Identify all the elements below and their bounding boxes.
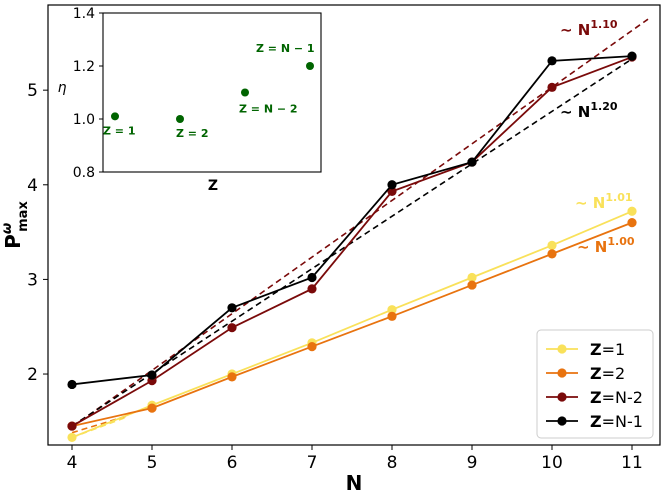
legend-swatch-marker (557, 368, 567, 378)
legend-label-suffix: =1 (602, 340, 626, 359)
data-point (227, 323, 237, 333)
series-line (71, 56, 633, 427)
legend-label-prefix: Z (590, 340, 602, 359)
legend-label: Z=1 (590, 340, 625, 359)
inset-plot: 0.8 1.0 1.2 1.4 Z = 1 Z = 2 Z = N − 2 Z = N − 1 (73, 6, 322, 181)
series-line (71, 221, 633, 427)
data-point (147, 370, 157, 380)
data-point (387, 305, 397, 315)
inset-point-label: Z = N − 2 (239, 103, 298, 116)
legend-label: Z=2 (590, 364, 625, 383)
data-point (227, 372, 237, 382)
data-point (387, 180, 397, 190)
legend-label: Z=N-1 (590, 412, 643, 431)
inset-y-tick-label: 1.0 (73, 112, 95, 128)
inset-point-label: Z = 2 (176, 127, 209, 140)
y-tick-label: 3 (27, 270, 38, 290)
inset-y-axis-label: η (58, 80, 67, 96)
legend-label: Z=N-2 (590, 388, 643, 407)
inset-point-label: Z = 1 (103, 124, 136, 137)
data-point (627, 218, 637, 228)
data-point (387, 186, 397, 197)
fit-annotation-exponent: 1.00 (607, 235, 634, 248)
data-point (467, 157, 477, 167)
inset-data-point (176, 115, 184, 123)
x-tick-label: 8 (387, 453, 398, 473)
main-plot-frame (47, 4, 661, 446)
inset-data-point (111, 112, 119, 121)
legend-swatch-marker (557, 344, 567, 354)
inset-y-tick-label: 1.2 (73, 59, 95, 75)
legend-swatch-marker (557, 392, 567, 402)
data-point (387, 311, 397, 321)
legend-label-prefix: Z (590, 412, 602, 431)
x-tick-label: 6 (227, 453, 238, 473)
data-point (67, 421, 77, 431)
y-axis-label: Pωmax (0, 201, 31, 249)
inset-data-point (306, 62, 314, 70)
fit-annotation-exponent: 1.20 (590, 100, 617, 113)
fit-annotation-prefix: ∼ N (577, 238, 607, 256)
data-point (307, 272, 317, 283)
inset-data-point (241, 88, 249, 97)
svg-text:Pωmax: Pωmax (0, 201, 31, 249)
fit-annotation-exponent: 1.10 (590, 18, 617, 31)
legend-swatch-marker (557, 416, 567, 426)
fit-annotation-prefix: ∼ N (560, 21, 590, 39)
data-point (547, 249, 557, 259)
data-point (227, 303, 237, 313)
data-point (467, 272, 477, 283)
legend-label-prefix: Z (590, 388, 602, 407)
legend: Z=1Z=2Z=N-2Z=N-1 (536, 329, 654, 439)
series-line (71, 55, 633, 386)
y-tick-label: 2 (27, 365, 38, 385)
inset-x-axis-label: Z (208, 178, 218, 194)
fit-annotation: ∼ N1.10 (560, 18, 618, 39)
legend-label-suffix: =2 (602, 364, 626, 383)
y-axis-label-base: P (1, 234, 25, 249)
inset-y-tick-label: 1.4 (73, 6, 95, 22)
data-point (67, 432, 77, 443)
data-point (467, 280, 477, 290)
inset-point-label: Z = N − 1 (256, 42, 315, 55)
legend-label-prefix: Z (590, 364, 602, 383)
y-tick-label: 5 (27, 81, 38, 101)
data-point (547, 56, 557, 66)
data-point (307, 341, 317, 352)
x-axis-label: N (346, 471, 363, 495)
x-tick-label: 11 (621, 453, 643, 473)
data-point (627, 206, 637, 216)
series-line (71, 210, 633, 439)
legend-label-suffix: =N-2 (602, 388, 643, 407)
fit-annotation-prefix: ∼ N (575, 194, 605, 212)
data-point (547, 240, 557, 250)
data-point (67, 379, 77, 390)
inset-plot-frame (102, 12, 322, 173)
data-point (147, 403, 157, 413)
fit-annotation: ∼ N1.00 (577, 235, 635, 256)
x-tick-label: 7 (307, 453, 318, 473)
fit-annotation-prefix: ∼ N (560, 103, 590, 121)
x-tick-label: 9 (467, 453, 478, 473)
data-point (307, 284, 317, 294)
inset-y-tick-label: 0.8 (73, 165, 95, 181)
x-tick-label: 4 (67, 453, 78, 473)
data-point (547, 82, 557, 92)
y-axis-label-sub: max (16, 201, 31, 232)
main-plot-area (67, 18, 649, 443)
x-tick-label: 10 (541, 453, 563, 473)
fit-annotation-exponent: 1.01 (605, 191, 632, 204)
data-point (627, 51, 637, 61)
y-axis-label-sup: ω (0, 223, 15, 234)
y-tick-label: 4 (27, 176, 38, 196)
fit-annotation: ∼ N1.20 (560, 100, 618, 121)
fit-annotation: ∼ N1.01 (575, 191, 633, 212)
legend-box (536, 329, 654, 439)
x-tick-label: 5 (147, 453, 158, 473)
legend-label-suffix: =N-1 (602, 412, 643, 431)
